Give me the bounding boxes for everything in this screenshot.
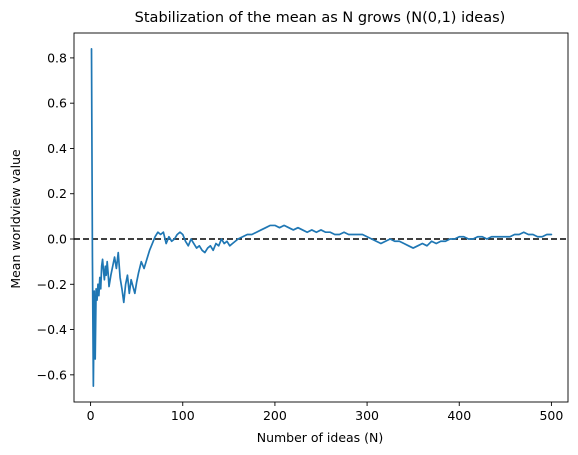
x-tick-label: 300: [355, 408, 379, 423]
y-tick-label: −0.6: [37, 367, 67, 382]
y-axis-label: Mean worldview value: [8, 149, 23, 289]
y-tick-label: 0.2: [47, 186, 67, 201]
x-axis-label: Number of ideas (N): [257, 430, 384, 445]
x-tick-label: 500: [539, 408, 563, 423]
y-tick-label: 0.6: [47, 96, 67, 111]
axes-frame: [73, 32, 569, 403]
plot-area: 0 100 200 300 400 500 −0.6 −0.4 −0.2 0.0 0.2 0.4 0.6…: [37, 32, 569, 423]
y-tick-label: −0.4: [37, 322, 67, 337]
x-tick-label: 0: [87, 408, 95, 423]
series-line: [90, 47, 553, 387]
y-tick-label: −0.2: [37, 277, 67, 292]
chart-title: Stabilization of the mean as N grows (N(…: [135, 10, 506, 26]
y-tick-label: 0.4: [47, 141, 67, 156]
x-tick-label: 200: [263, 408, 287, 423]
x-tick-label: 400: [447, 408, 471, 423]
y-tick-label: 0.8: [47, 50, 67, 65]
y-tick-label: 0.0: [47, 232, 67, 247]
x-tick-label: 100: [171, 408, 195, 423]
